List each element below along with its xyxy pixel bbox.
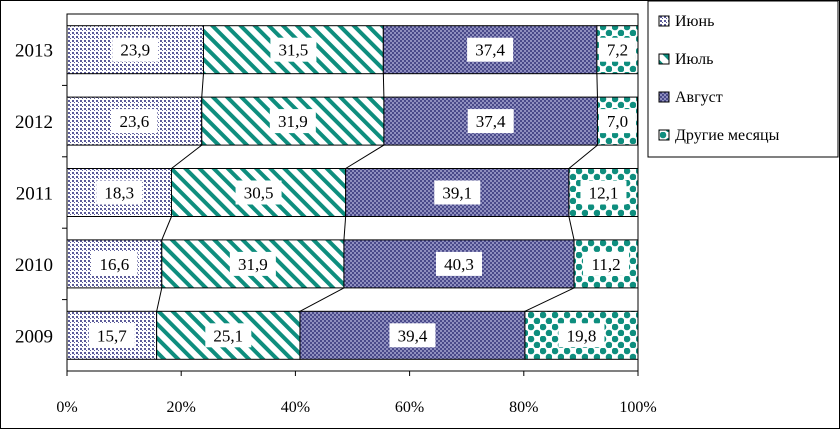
value-label-box (112, 37, 159, 62)
series-line (343, 216, 347, 240)
value-label: 31,9 (278, 112, 308, 131)
value-label: 12,1 (589, 184, 619, 203)
series-line (382, 73, 385, 98)
series-line (568, 216, 575, 241)
value-label: 25,1 (213, 326, 243, 345)
value-label: 16,6 (100, 255, 130, 274)
value-label-box (583, 251, 630, 276)
value-label: 23,6 (120, 112, 150, 131)
value-label-box (467, 37, 514, 62)
series-line (299, 287, 345, 312)
value-label: 11,2 (591, 255, 620, 274)
legend-swatch (658, 91, 670, 103)
x-tick-label: 60% (395, 399, 424, 416)
series-line (596, 73, 598, 98)
value-label: 23,9 (120, 41, 150, 60)
x-tick-label: 20% (167, 399, 196, 416)
category-label: 2012 (15, 112, 53, 133)
value-label: 31,5 (279, 41, 309, 60)
series-line (524, 287, 575, 312)
legend-swatch (658, 53, 670, 65)
value-label-box (389, 323, 436, 348)
value-label: 7,0 (607, 112, 628, 131)
value-label-box (598, 109, 636, 134)
legend-swatch (658, 15, 670, 27)
value-label-box (434, 180, 481, 205)
value-label: 19,8 (567, 326, 597, 345)
value-label-box (96, 180, 143, 205)
value-label: 15,7 (97, 326, 127, 345)
category-label: 2010 (15, 255, 53, 276)
series-line (171, 144, 203, 169)
value-label-box (91, 251, 138, 276)
value-label: 39,4 (398, 326, 428, 345)
plot-area: 23,9 31,5 37,4 7,2 23,6 31,9 37,4 7,0 18,3 30,5 39… (66, 13, 639, 372)
value-label: 40,3 (444, 255, 474, 274)
legend-swatch (658, 129, 670, 141)
legend: Июнь Июль Август Другие месяцы (647, 0, 839, 158)
x-tick-label: 100% (619, 399, 656, 416)
category-label: 2009 (15, 326, 53, 347)
category-label: 2011 (16, 184, 53, 205)
series-line (161, 216, 172, 241)
value-label-box (111, 109, 158, 134)
legend-label: Июнь (675, 13, 714, 30)
x-tick-label: 40% (281, 399, 310, 416)
series-line (201, 73, 204, 98)
value-label-box (558, 323, 605, 348)
series-line (568, 144, 598, 169)
x-axis: 0% 20% 40% 60% 80% 100% (56, 371, 657, 416)
x-tick-label: 0% (56, 399, 77, 416)
series-line (345, 144, 385, 169)
series-line (156, 287, 163, 312)
value-label-box (205, 323, 252, 348)
value-label: 7,2 (607, 41, 628, 60)
value-label: 30,5 (244, 184, 274, 203)
legend-label: Июль (675, 51, 713, 68)
value-label-box (270, 37, 317, 62)
value-label: 37,4 (475, 41, 505, 60)
legend-box (647, 0, 839, 158)
category-label: 2013 (15, 41, 53, 62)
value-label: 31,9 (238, 255, 268, 274)
legend-label: Другие месяцы (675, 127, 780, 144)
value-label-box (229, 251, 276, 276)
value-label-box (269, 109, 316, 134)
value-label: 39,1 (442, 184, 472, 203)
value-label-box (467, 109, 514, 134)
category-labels: 2013 2012 2011 2010 2009 (15, 41, 67, 347)
value-label-box (580, 180, 627, 205)
x-tick-label: 80% (509, 399, 538, 416)
value-label-box (435, 251, 482, 276)
value-label-box (88, 323, 135, 348)
value-label: 18,3 (104, 184, 134, 203)
value-label-box (598, 37, 636, 62)
legend-label: Август (675, 89, 723, 106)
value-label: 37,4 (476, 112, 506, 131)
value-label-box (235, 180, 282, 205)
